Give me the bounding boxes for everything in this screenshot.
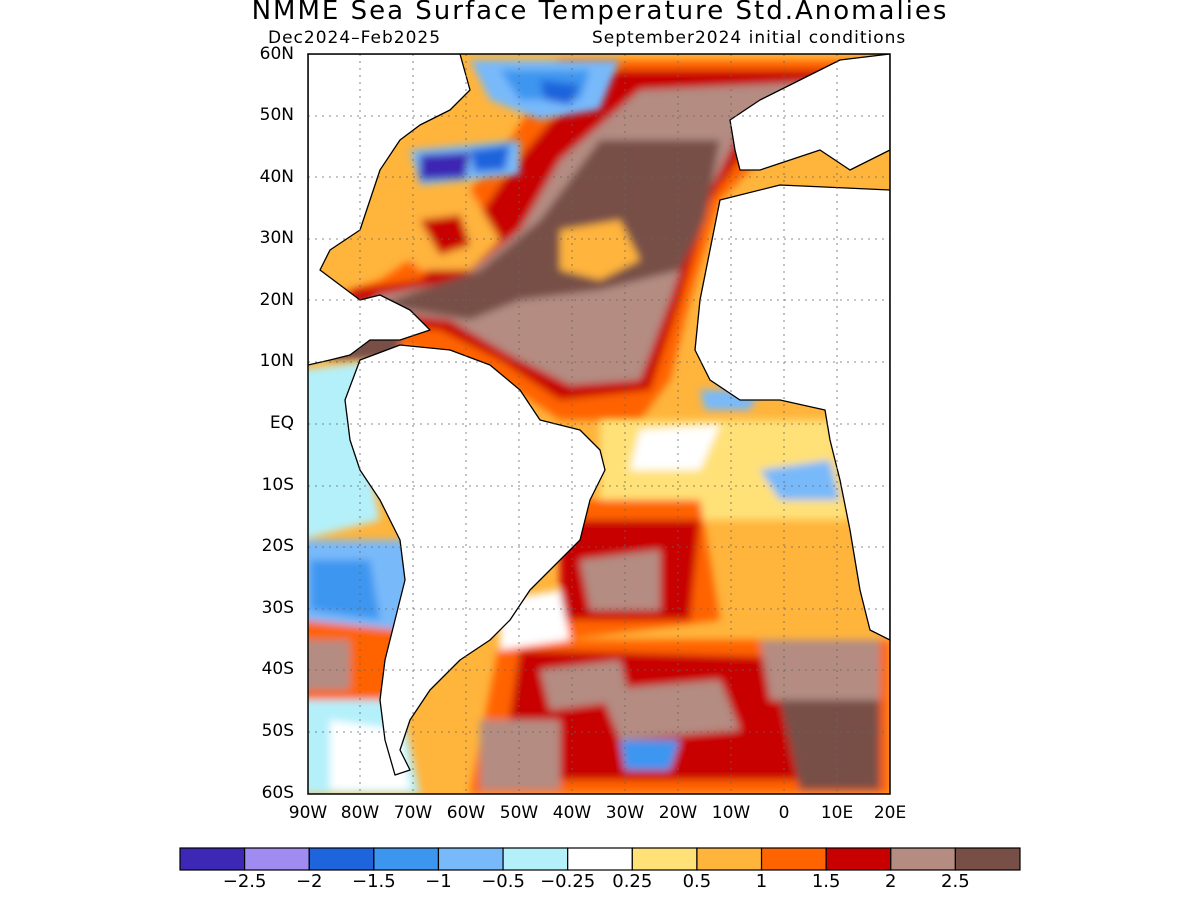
lon-label: 10E [820,803,854,823]
lon-label: 10W [711,803,751,823]
colorbar-label: −0.5 [481,871,525,892]
colorbar-swatch [825,847,892,871]
initial-conditions: September2024 initial conditions [592,28,907,48]
graticule [308,54,890,794]
colorbar-swatch [502,847,569,871]
northwest-cold-patches [410,60,620,185]
lon-label: 60W [446,803,486,823]
colorbar-label: −2.5 [222,871,267,892]
colorbar-label: −1 [425,871,452,892]
lon-label: 40W [552,803,592,823]
lon-label: 30W [605,803,645,823]
lat-label: 50S [261,721,294,741]
colorbar-swatch [890,847,956,871]
lon-label: 80W [340,803,380,823]
colorbar-label: 0.5 [682,871,712,892]
lat-label: 60N [259,44,294,64]
lat-label: EQ [269,413,294,433]
colorbar-swatch [308,847,375,871]
colorbar-label: −0.25 [540,871,596,892]
europe [729,54,890,171]
colorbar-label: 0.25 [612,871,653,892]
colorbar-label: 2.5 [941,871,970,892]
colorbar-swatch [567,847,633,871]
colorbar-label: −1.5 [351,871,396,892]
south-atlantic-anomalies [470,390,890,794]
colorbar-swatch [760,847,827,871]
lat-label: 30N [259,228,294,248]
colorbar-swatch [437,847,504,871]
colorbar [179,847,1021,871]
lat-label: 10N [259,351,294,371]
lat-label: 40N [259,167,294,187]
lon-label: 20W [658,803,698,823]
colorbar-swatch [954,847,1021,871]
lon-label: 70W [393,803,433,823]
lat-label: 60S [261,783,294,803]
colorbar-swatch [696,847,763,871]
colorbar-label: 1 [755,871,768,892]
lon-label: 50W [499,803,539,823]
forecast-period: Dec2024–Feb2025 [268,28,442,48]
colorbar-swatch [179,847,246,871]
lat-label: 50N [259,105,294,125]
colorbar-swatch [244,847,310,871]
colorbar-label: 1.5 [811,871,841,892]
lat-label: 10S [261,475,294,495]
north-america [308,54,471,366]
lat-label: 30S [261,598,294,618]
colorbar-label: 2 [885,871,897,892]
lat-label: 20S [261,536,294,556]
lon-label: 90W [288,803,328,823]
lat-label: 20N [259,290,294,310]
colorbar-label: −2 [295,871,323,892]
map-title: NMME Sea Surface Temperature Std.Anomali… [251,0,949,26]
africa [694,184,890,641]
lon-label: 0 [778,803,790,823]
map-frame [307,53,891,795]
lon-label: 20E [873,803,907,823]
lat-label: 40S [261,659,294,679]
colorbar-swatch [373,847,440,871]
colorbar-swatch [631,847,698,871]
